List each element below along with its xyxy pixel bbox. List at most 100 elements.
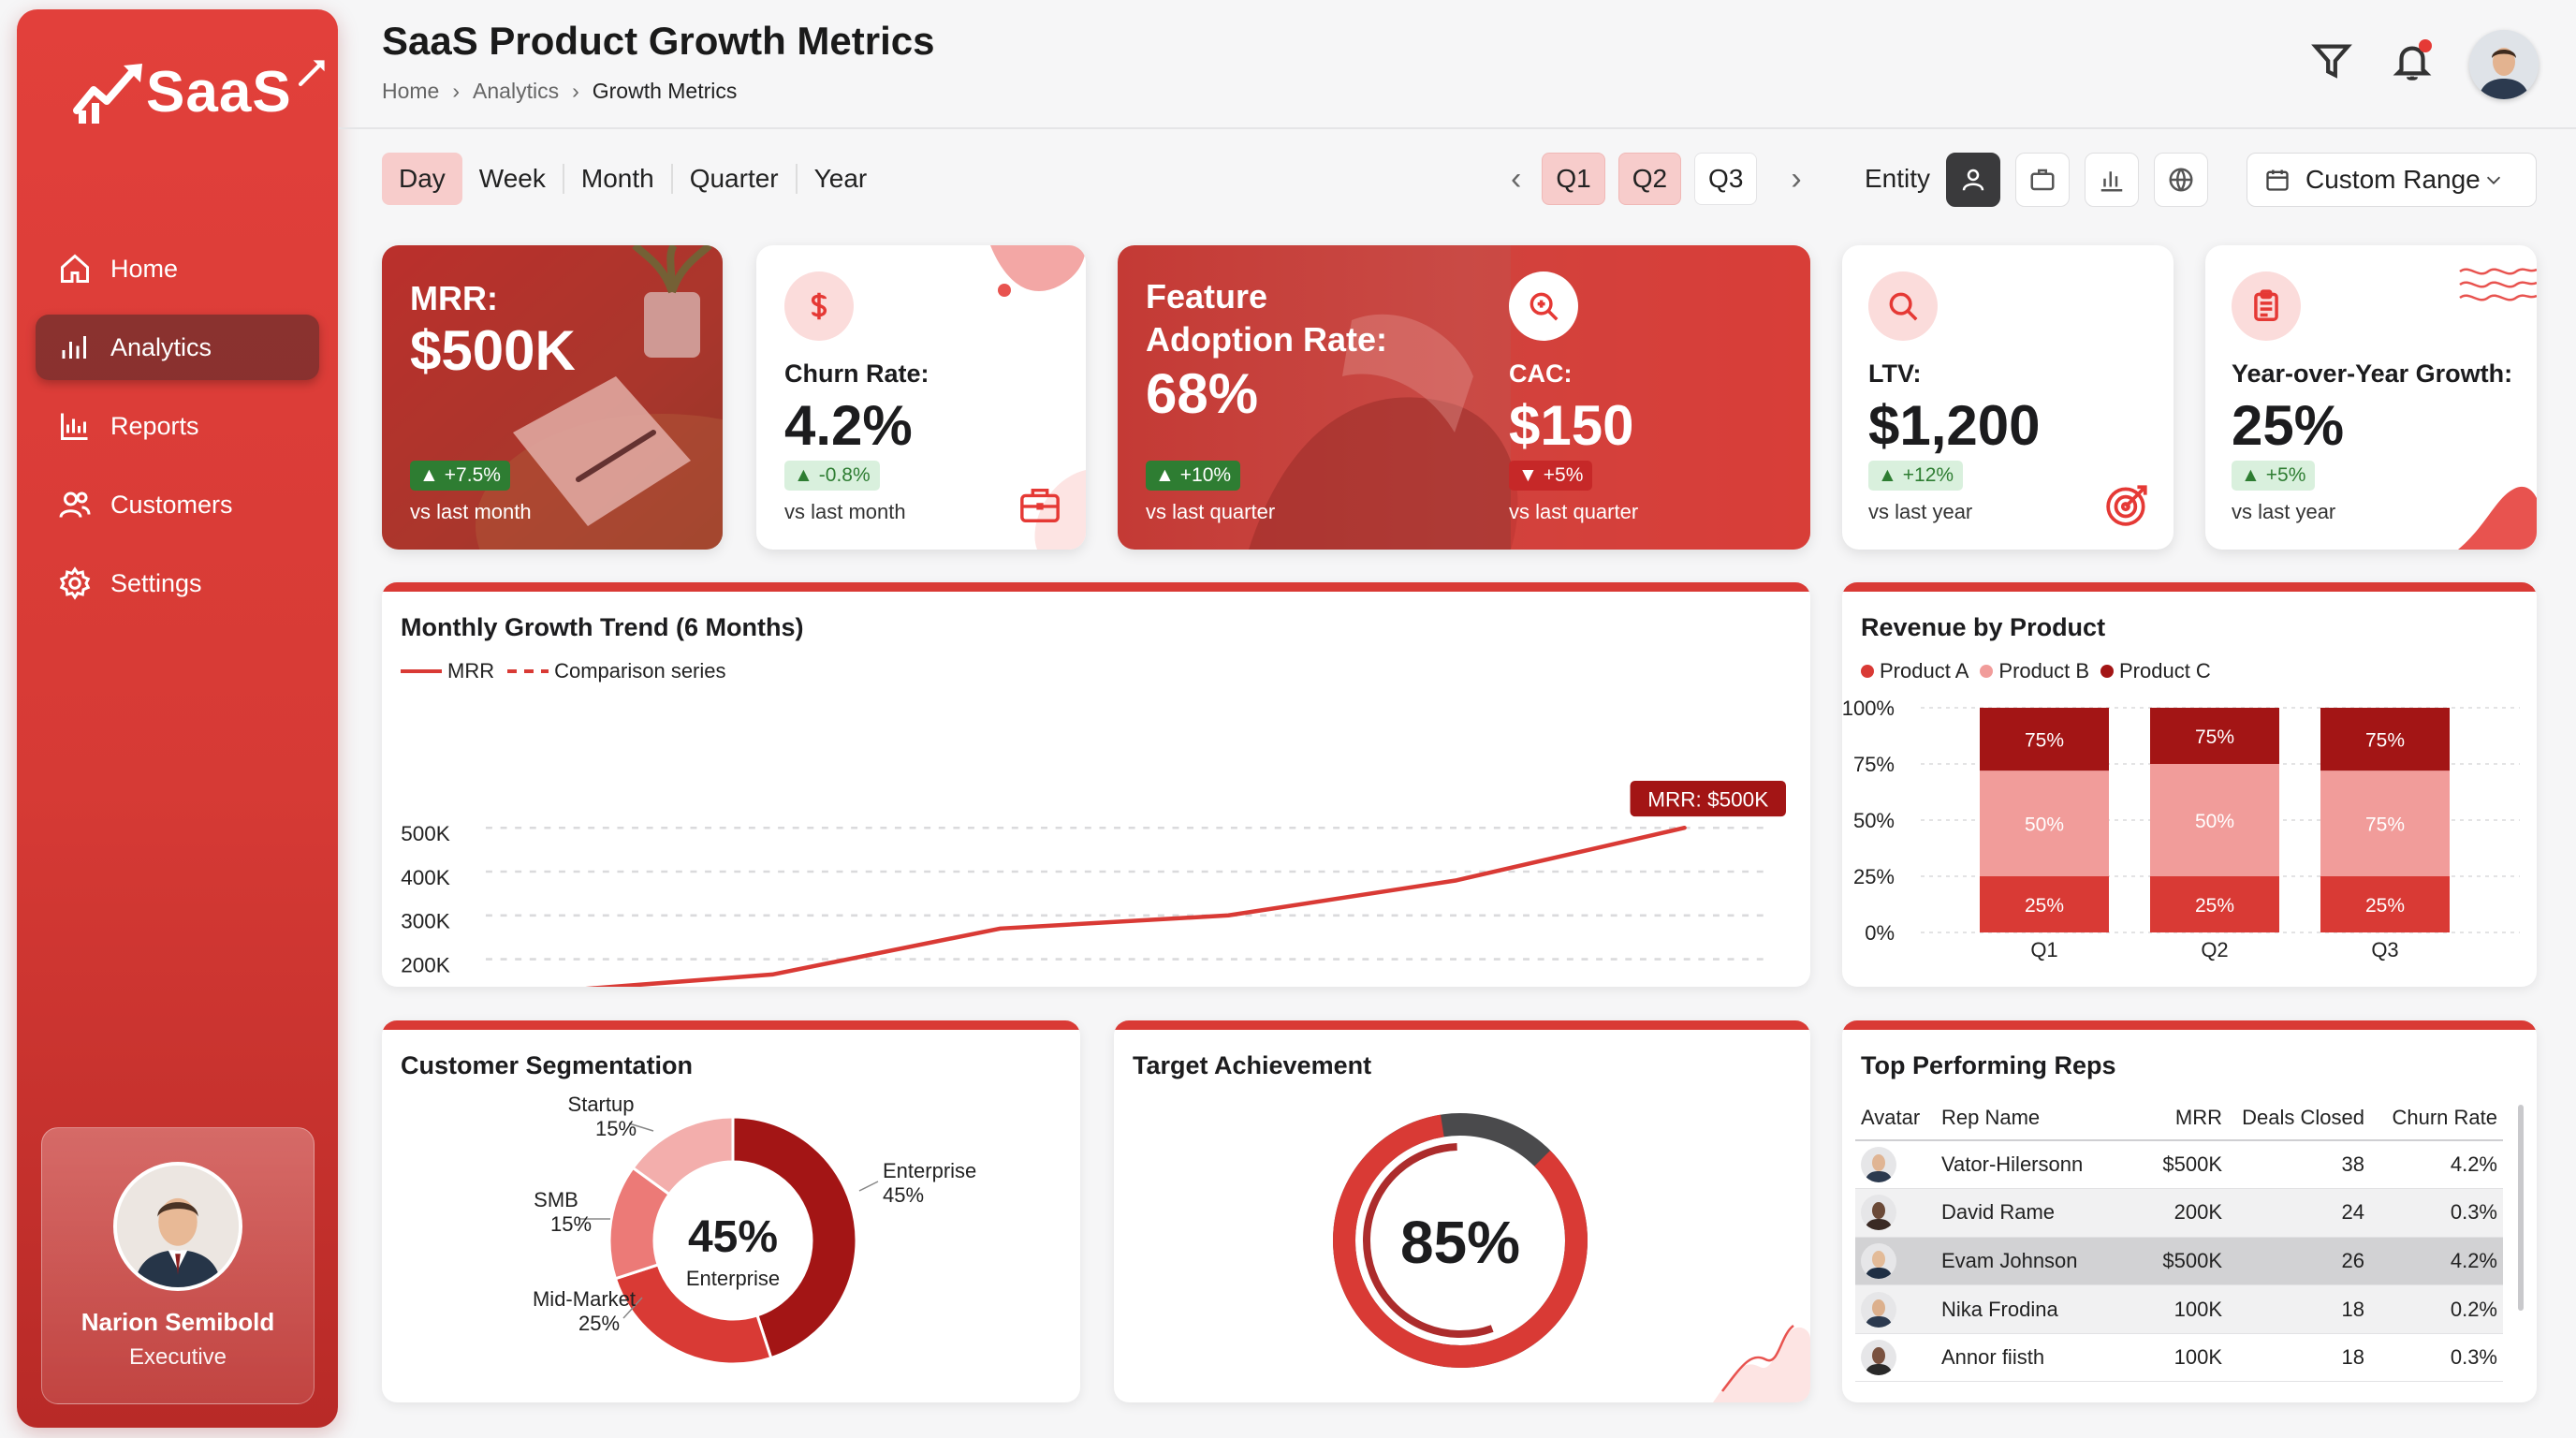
decorative-corner [1713, 1327, 1810, 1402]
column-avatar[interactable]: Avatar [1855, 1095, 1936, 1141]
sidebar-item-analytics[interactable]: Analytics [36, 315, 319, 380]
custom-range-label: Custom Range [2305, 165, 2481, 194]
rep-avatar-cell [1855, 1284, 1936, 1334]
sidebar-item-reports[interactable]: Reports [36, 393, 319, 459]
triangle-up-icon: ▲ [1155, 464, 1175, 486]
reports-icon [61, 413, 88, 440]
rep-mrr-cell: $500K [2136, 1237, 2228, 1286]
rep-name-cell: Nika Frodina [1936, 1284, 2136, 1334]
profile-card[interactable]: Narion Semibold Executive [41, 1127, 315, 1404]
bar-segment [2320, 770, 2450, 876]
decorative-waves [2458, 268, 2537, 550]
growth-line-chart: 500K400K300K200K100K0JanFebMarAprMayJunM… [401, 781, 1786, 987]
calendar-icon [2266, 169, 2289, 191]
period-tabs: Day Week Month Quarter Year [382, 153, 884, 205]
triangle-down-icon: ▼ [1518, 464, 1538, 486]
triangle-up-icon: ▲ [794, 464, 813, 486]
rep-mrr-cell: 100K [2136, 1333, 2228, 1383]
kpi-cac-label: CAC: [1509, 360, 1573, 388]
tab-week[interactable]: Week [478, 164, 546, 193]
rep-deals-cell: 38 [2228, 1140, 2370, 1190]
kpi-churn-value: 4.2% [784, 394, 913, 457]
sidebar-nav: Home Analytics Reports Customers Setting… [36, 236, 319, 629]
table-row[interactable]: Nika Frodina 100K 18 0.2% [1855, 1284, 2503, 1334]
column-mrr[interactable]: MRR [2136, 1095, 2228, 1141]
dollar-icon-circle [784, 271, 854, 341]
kpi-cac-delta-value: +5% [1543, 464, 1584, 486]
column-churn-rate[interactable]: Churn Rate [2370, 1095, 2503, 1141]
tab-quarter[interactable]: Quarter [689, 164, 779, 193]
chevron-right-icon: › [452, 79, 461, 103]
quarter-q2-button[interactable]: Q2 [1617, 153, 1682, 205]
sidebar-item-label: Customers [110, 490, 233, 519]
tab-day[interactable]: Day [382, 153, 462, 205]
quarter-q3-button[interactable]: Q3 [1694, 153, 1758, 205]
x-tick-label: Q2 [2201, 938, 2228, 961]
bar-segment [2320, 876, 2450, 932]
kpi-card-churn[interactable]: Churn Rate: 4.2% ▲ -0.8% vs last month [756, 245, 1086, 550]
sidebar-item-settings[interactable]: Settings [36, 550, 319, 616]
brand-name: SaaS [146, 59, 292, 125]
leader-line [858, 1181, 879, 1192]
panel-top-reps: Top Performing Reps Avatar Rep Name MRR … [1842, 1020, 2537, 1402]
avatar [113, 1162, 242, 1291]
kpi-card-ltv[interactable]: LTV: $1,200 ▲ +12% vs last year [1842, 245, 2174, 550]
entity-chart-button[interactable] [2085, 153, 2139, 207]
kpi-cac-delta: ▼ +5% [1509, 461, 1593, 491]
notification-dot [2419, 39, 2432, 52]
decorative-blob [990, 245, 1086, 550]
entity-global-button[interactable] [2154, 153, 2208, 207]
kpi-card-adoption-cac[interactable]: Feature Adoption Rate: 68% ▲ +10% vs last… [1118, 245, 1810, 550]
column-deals-closed[interactable]: Deals Closed [2228, 1095, 2370, 1141]
home-icon [61, 254, 89, 283]
kpi-yoy-sub: vs last year [2232, 500, 2336, 523]
kpi-yoy-delta-value: +5% [2265, 464, 2306, 486]
decorative-line [1721, 1324, 1794, 1392]
bar-segment [2150, 876, 2279, 932]
table-row[interactable]: David Rame 200K 24 0.3% [1855, 1188, 2503, 1238]
column-rep-name[interactable]: Rep Name [1936, 1095, 2136, 1141]
user-avatar[interactable] [2469, 30, 2539, 99]
chevron-left-icon[interactable]: ‹ [1511, 160, 1522, 197]
kpi-cac-sub: vs last quarter [1509, 500, 1639, 523]
slice-value-label: 15% [550, 1212, 592, 1236]
breadcrumb-home[interactable]: Home [382, 79, 440, 103]
entity-user-button[interactable] [1946, 153, 2000, 207]
sidebar-item-label: Reports [110, 411, 199, 440]
tab-year[interactable]: Year [813, 164, 868, 193]
rep-mrr-cell: $500K [2136, 1140, 2228, 1190]
table-row[interactable]: Annor fiisth 100K 18 0.3% [1855, 1333, 2503, 1383]
entity-business-button[interactable] [2015, 153, 2070, 207]
growth-legend: MRR Comparison series [401, 659, 726, 683]
slice-name-label: SMB [534, 1188, 578, 1211]
chevron-right-icon[interactable]: › [1791, 160, 1802, 197]
reps-table: Avatar Rep Name MRR Deals Closed Churn R… [1855, 1095, 2503, 1383]
custom-range-select[interactable]: Custom Range [2247, 153, 2537, 207]
breadcrumb-analytics[interactable]: Analytics [473, 79, 560, 103]
table-row[interactable]: Evam Johnson $500K 26 4.2% [1855, 1237, 2503, 1286]
tab-month[interactable]: Month [580, 164, 654, 193]
leader-line [628, 1123, 654, 1132]
rep-avatar-cell [1855, 1140, 1936, 1190]
chevron-down-icon [2486, 176, 2501, 184]
y-tick-label: 75% [1853, 753, 1895, 776]
brand-logo[interactable]: SaaS [69, 56, 328, 127]
table-scrollbar[interactable] [2518, 1105, 2524, 1311]
avatar [1861, 1147, 1896, 1183]
y-tick-label: 0% [1865, 921, 1895, 945]
notifications-button[interactable] [2391, 39, 2434, 82]
target-icon [2106, 485, 2147, 526]
filter-button[interactable] [2310, 39, 2353, 82]
kpi-card-yoy[interactable]: Year-over-Year Growth: 25% ▲ +5% vs last … [2205, 245, 2537, 550]
rep-name-cell: Evam Johnson [1936, 1237, 2136, 1286]
avatar [1861, 1242, 1896, 1279]
sidebar-item-home[interactable]: Home [36, 236, 319, 301]
quarter-q1-button[interactable]: Q1 [1542, 153, 1605, 205]
briefcase-icon [1020, 488, 1060, 522]
kpi-churn-delta-value: -0.8% [818, 464, 871, 486]
quarter-nav: ‹ Q1 Q2 Q3 › [1490, 153, 1822, 205]
desk-photo [382, 245, 723, 550]
kpi-card-mrr[interactable]: MRR: $500K ▲ +7.5% vs last month [382, 245, 723, 550]
table-row[interactable]: Vator-Hilersonn $500K 38 4.2% [1855, 1140, 2503, 1190]
sidebar-item-customers[interactable]: Customers [36, 472, 319, 537]
